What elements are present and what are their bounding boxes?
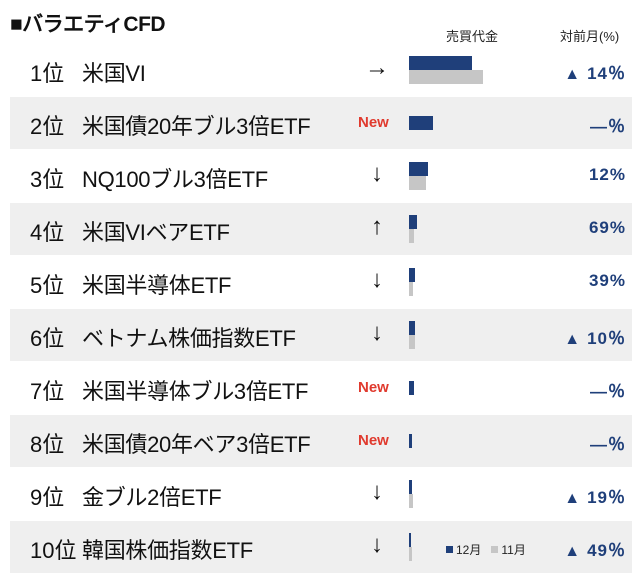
mom-change: ▲ 19％ (564, 483, 626, 508)
mom-value: 19％ (587, 488, 626, 507)
december-sales-bar (409, 56, 472, 70)
mom-value: 12% (588, 165, 626, 184)
ranking-row: 4位 米国VIベアETF ↑ 69% (10, 203, 632, 255)
mom-change: 69% (589, 218, 626, 238)
product-name: 米国債20年ベア3倍ETF (82, 432, 311, 457)
rank-label: 9位 (30, 485, 65, 510)
product-name: 米国債20年ブル3倍ETF (82, 114, 311, 139)
december-sales-bar (409, 268, 415, 282)
december-sales-bar (409, 116, 433, 130)
legend-swatch-november (491, 546, 499, 553)
rank-label: 3位 (30, 167, 65, 192)
product-name: 米国VIベアETF (82, 220, 230, 245)
december-sales-bar (409, 533, 411, 547)
ranking-row: 6位 ベトナム株価指数ETF ↓ ▲ 10％ (10, 309, 632, 361)
mom-value: —％ (590, 382, 626, 401)
product-name: 金ブル2倍ETF (82, 485, 222, 510)
november-sales-bar (409, 282, 413, 296)
trend-arrow-icon: → (365, 54, 389, 81)
trend-arrow-icon: ↑ (371, 213, 383, 240)
november-sales-bar (409, 176, 426, 190)
ranking-row: 8位 米国債20年ベア3倍ETF New —％ (10, 415, 632, 467)
mom-change: ▲ 49％ (564, 536, 626, 561)
rank-label: 2位 (30, 114, 65, 139)
chart-legend: 12月 11月 (446, 541, 526, 558)
mom-change: ▲ 10％ (564, 324, 626, 349)
mom-change: —％ (590, 112, 626, 137)
mom-change: 12% (589, 165, 626, 185)
ranking-row: 5位 米国半導体ETF ↓ 39% (10, 256, 632, 308)
up-triangle-icon: ▲ (564, 66, 582, 83)
new-badge: New (358, 432, 389, 449)
product-name: 米国半導体ETF (82, 273, 232, 298)
mom-value: 10％ (587, 329, 626, 348)
rank-label: 4位 (30, 220, 65, 245)
november-sales-bar (409, 494, 413, 508)
mom-column-header: 対前月(%) (560, 29, 620, 44)
ranking-row: 9位 金ブル2倍ETF ↓ ▲ 19％ (10, 468, 632, 520)
november-sales-bar (409, 70, 483, 84)
mom-value: —％ (590, 435, 626, 454)
new-badge: New (358, 114, 389, 131)
mom-change: —％ (590, 377, 626, 402)
mom-value: 49％ (587, 541, 626, 560)
november-sales-bar (409, 335, 415, 349)
december-sales-bar (409, 434, 412, 448)
rank-label: 6位 (30, 326, 65, 351)
legend-label-november: 11月 (501, 543, 526, 557)
mom-change: ▲ 14％ (564, 59, 626, 84)
product-name: 韓国株価指数ETF (82, 538, 253, 563)
november-sales-bar (409, 229, 414, 243)
legend-swatch-december (446, 546, 453, 553)
trend-arrow-icon: ↓ (371, 478, 383, 505)
product-name: NQ100ブル3倍ETF (82, 167, 268, 192)
december-sales-bar (409, 162, 428, 176)
ranking-row: 3位 NQ100ブル3倍ETF ↓ 12% (10, 150, 632, 202)
new-badge: New (358, 379, 389, 396)
december-sales-bar (409, 321, 415, 335)
mom-value: 69% (588, 218, 626, 237)
up-triangle-icon: ▲ (564, 331, 582, 348)
up-triangle-icon: ▲ (564, 543, 582, 560)
december-sales-bar (409, 215, 417, 229)
page-title: ■バラエティCFD (10, 13, 166, 36)
mom-value: —％ (590, 117, 626, 136)
ranking-row: 10位 韓国株価指数ETF ↓ ▲ 49％ 12月 11月 (10, 521, 632, 573)
december-sales-bar (409, 381, 414, 395)
product-name: 米国VI (82, 61, 146, 86)
sales-column-header: 売買代金 (446, 29, 499, 44)
rank-label: 8位 (30, 432, 65, 457)
up-triangle-icon: ▲ (564, 490, 582, 507)
rank-label: 5位 (30, 273, 65, 298)
mom-change: 39% (589, 271, 626, 291)
ranking-row: 2位 米国債20年ブル3倍ETF New —％ (10, 97, 632, 149)
rank-label: 7位 (30, 379, 65, 404)
mom-value: 14％ (587, 64, 626, 83)
mom-change: —％ (590, 430, 626, 455)
ranking-row: 7位 米国半導体ブル3倍ETF New —％ (10, 362, 632, 414)
december-sales-bar (409, 480, 412, 494)
ranking-row: 1位 米国VI → ▲ 14％ (10, 44, 632, 96)
product-name: 米国半導体ブル3倍ETF (82, 379, 309, 404)
trend-arrow-icon: ↓ (371, 531, 383, 558)
trend-arrow-icon: ↓ (371, 160, 383, 187)
mom-value: 39% (588, 271, 626, 290)
legend-label-december: 12月 (456, 543, 482, 557)
november-sales-bar (409, 547, 412, 561)
product-name: ベトナム株価指数ETF (82, 326, 296, 351)
trend-arrow-icon: ↓ (371, 266, 383, 293)
trend-arrow-icon: ↓ (371, 319, 383, 346)
rank-label: 1位 (30, 61, 65, 86)
rank-label: 10位 (30, 538, 77, 563)
